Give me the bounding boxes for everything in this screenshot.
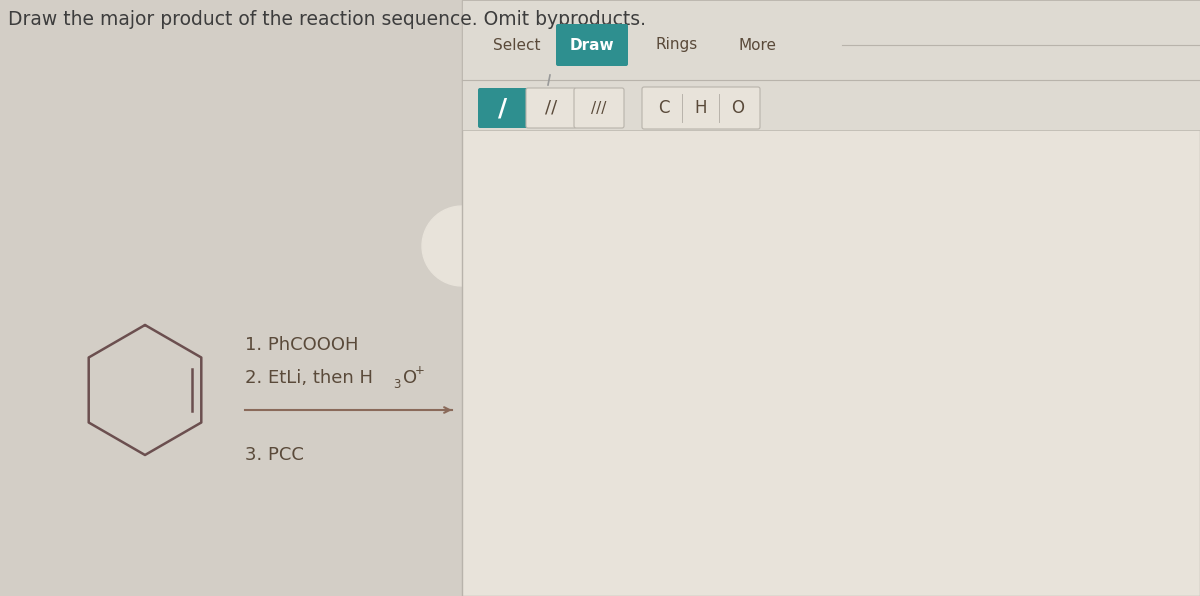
Text: 3. PCC: 3. PCC [245, 446, 304, 464]
Text: C: C [659, 99, 670, 117]
Text: Rings: Rings [656, 38, 698, 52]
FancyBboxPatch shape [556, 24, 628, 66]
Text: O: O [732, 99, 744, 117]
Text: 1. PhCOOOH: 1. PhCOOOH [245, 336, 359, 354]
Text: /: / [498, 96, 508, 120]
Polygon shape [422, 206, 462, 286]
Text: H: H [695, 99, 707, 117]
Bar [462, 0, 1200, 596]
Text: More: More [738, 38, 776, 52]
FancyBboxPatch shape [526, 88, 576, 128]
Text: 2. EtLi, then H: 2. EtLi, then H [245, 369, 373, 387]
Text: +: + [415, 365, 425, 377]
Text: Select: Select [493, 38, 541, 52]
Text: O: O [403, 369, 418, 387]
Text: Draw the major product of the reaction sequence. Omit byproducts.: Draw the major product of the reaction s… [8, 10, 646, 29]
FancyBboxPatch shape [642, 87, 760, 129]
Text: ///: /// [592, 101, 607, 116]
FancyBboxPatch shape [574, 88, 624, 128]
Text: 3: 3 [394, 378, 401, 392]
Text: //: // [545, 99, 557, 117]
Text: Draw: Draw [570, 38, 614, 52]
FancyBboxPatch shape [478, 88, 528, 128]
Bar [462, 0, 1200, 130]
